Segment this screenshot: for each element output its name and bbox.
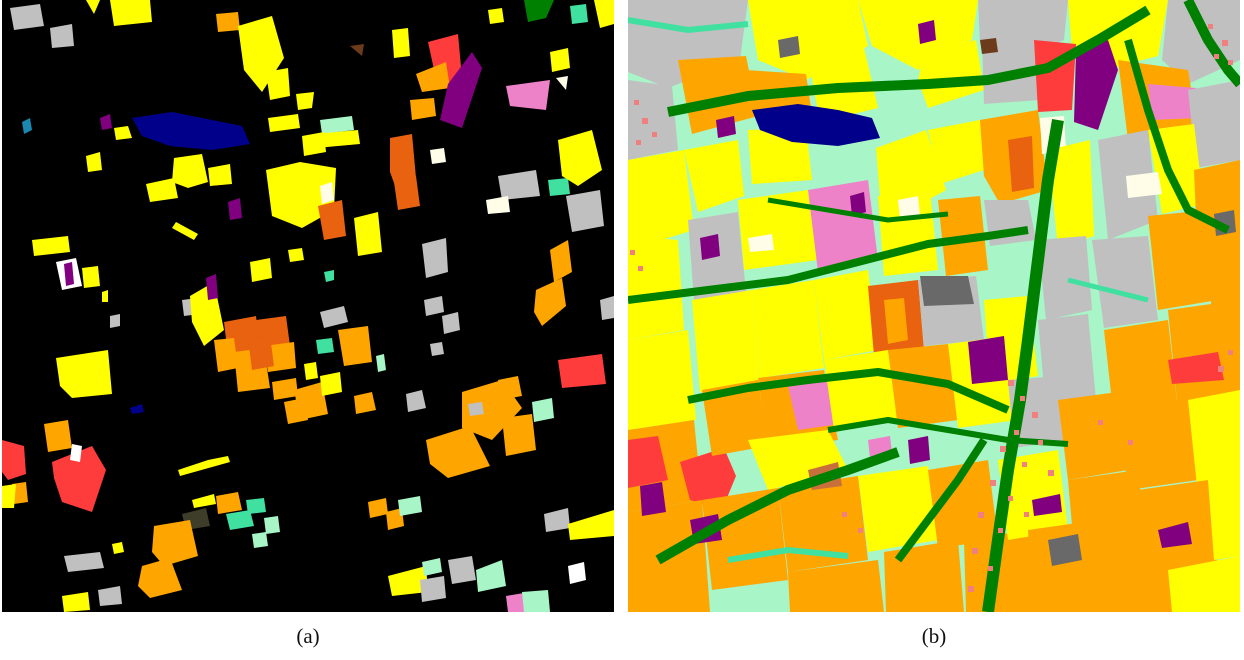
panel-a-parcels (2, 0, 614, 612)
panel-b-svg (628, 0, 1240, 612)
caption-a: (a) (296, 624, 320, 648)
panel-a-svg (2, 0, 614, 612)
panel-b-fields (628, 0, 1240, 612)
urban-speckle (630, 24, 1233, 592)
panel-b-classification-map (628, 0, 1240, 612)
caption-b: (b) (921, 624, 947, 648)
panel-a-ground-truth-map (2, 0, 614, 612)
